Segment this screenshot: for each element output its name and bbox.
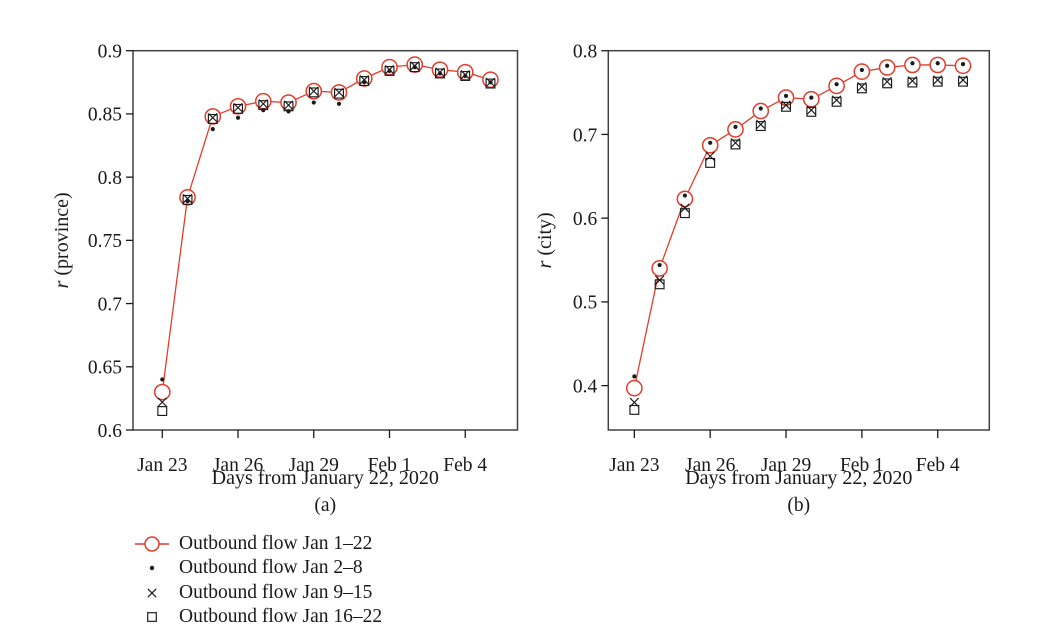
x-tick-label: Jan 29 bbox=[289, 455, 339, 476]
x-tick-label: Feb 1 bbox=[840, 455, 884, 476]
panel-label: (a) bbox=[314, 495, 336, 516]
y-axis-label: r (city) bbox=[534, 212, 556, 268]
dot-marker-icon bbox=[134, 559, 170, 577]
panel-label: (b) bbox=[787, 495, 810, 516]
panel-a: 0.6 0.65 0.7 0.75 0.8 0.85 0.9 Jan 23 Jan 26 Jan … bbox=[51, 42, 519, 516]
y-axis-label: r (province) bbox=[51, 192, 73, 288]
legend-label: Outbound flow Jan 16–22 bbox=[179, 606, 383, 628]
x-tick-label: Jan 29 bbox=[761, 455, 811, 476]
y-tick-label: 0.85 bbox=[88, 105, 122, 126]
series-square-markers bbox=[629, 76, 968, 415]
legend: Outbound flow Jan 1–22 Outbound flow Jan… bbox=[134, 532, 382, 629]
x-tick-label: Jan 26 bbox=[685, 455, 736, 476]
series-dot-markers bbox=[160, 65, 493, 382]
square-marker-icon bbox=[134, 608, 170, 626]
y-tick-label: 0.6 bbox=[98, 421, 123, 442]
x-marker-icon bbox=[134, 584, 170, 602]
y-tick-label: 0.8 bbox=[98, 168, 122, 189]
legend-item-jan16-22: Outbound flow Jan 16–22 bbox=[134, 605, 382, 629]
series-circle-markers bbox=[625, 56, 972, 397]
x-axis-label: Days from January 22, 2020 bbox=[212, 467, 439, 489]
x-tick-label: Jan 23 bbox=[609, 455, 659, 476]
legend-label: Outbound flow Jan 9–15 bbox=[179, 581, 373, 603]
y-tick-label: 0.7 bbox=[573, 125, 598, 146]
y-tick-label: 0.75 bbox=[88, 231, 122, 252]
x-tick-label: Jan 26 bbox=[213, 455, 264, 476]
x-tick-label: Feb 4 bbox=[916, 455, 960, 476]
y-tick-label: 0.6 bbox=[573, 209, 598, 230]
x-tick-label: Feb 1 bbox=[368, 455, 412, 476]
y-tick-label: 0.8 bbox=[573, 42, 597, 63]
legend-item-jan2-8: Outbound flow Jan 2–8 bbox=[134, 556, 382, 580]
legend-item-jan1-22: Outbound flow Jan 1–22 bbox=[134, 532, 382, 556]
y-tick-label: 0.65 bbox=[88, 358, 122, 379]
x-tick-label: Jan 23 bbox=[137, 455, 187, 476]
chart-canvas: 0.6 0.65 0.7 0.75 0.8 0.85 0.9 Jan 23 Jan 26 Jan … bbox=[51, 42, 991, 516]
series-line bbox=[633, 64, 964, 389]
circle-line-marker-icon bbox=[134, 535, 170, 553]
x-axis-label: Days from January 22, 2020 bbox=[685, 467, 912, 489]
series-square-markers bbox=[157, 62, 496, 417]
y-tick-label: 0.7 bbox=[98, 294, 123, 315]
legend-label: Outbound flow Jan 2–8 bbox=[179, 557, 363, 579]
plot-frame bbox=[607, 49, 991, 431]
series-x-markers bbox=[629, 75, 968, 408]
legend-item-jan9-15: Outbound flow Jan 9–15 bbox=[134, 581, 382, 605]
series-circle-markers bbox=[153, 56, 499, 401]
x-tick-label: Feb 4 bbox=[443, 455, 487, 476]
plot-frame bbox=[132, 49, 519, 431]
legend-label: Outbound flow Jan 1–22 bbox=[179, 533, 373, 555]
y-tick-label: 0.4 bbox=[573, 376, 598, 397]
y-tick-label: 0.9 bbox=[98, 42, 122, 63]
panel-b: 0.4 0.5 0.6 0.7 0.8 Jan 23 Jan 26 Jan 29 Feb 1 Fe… bbox=[534, 42, 991, 516]
y-tick-label: 0.5 bbox=[573, 293, 597, 314]
series-dot-markers bbox=[632, 61, 966, 379]
